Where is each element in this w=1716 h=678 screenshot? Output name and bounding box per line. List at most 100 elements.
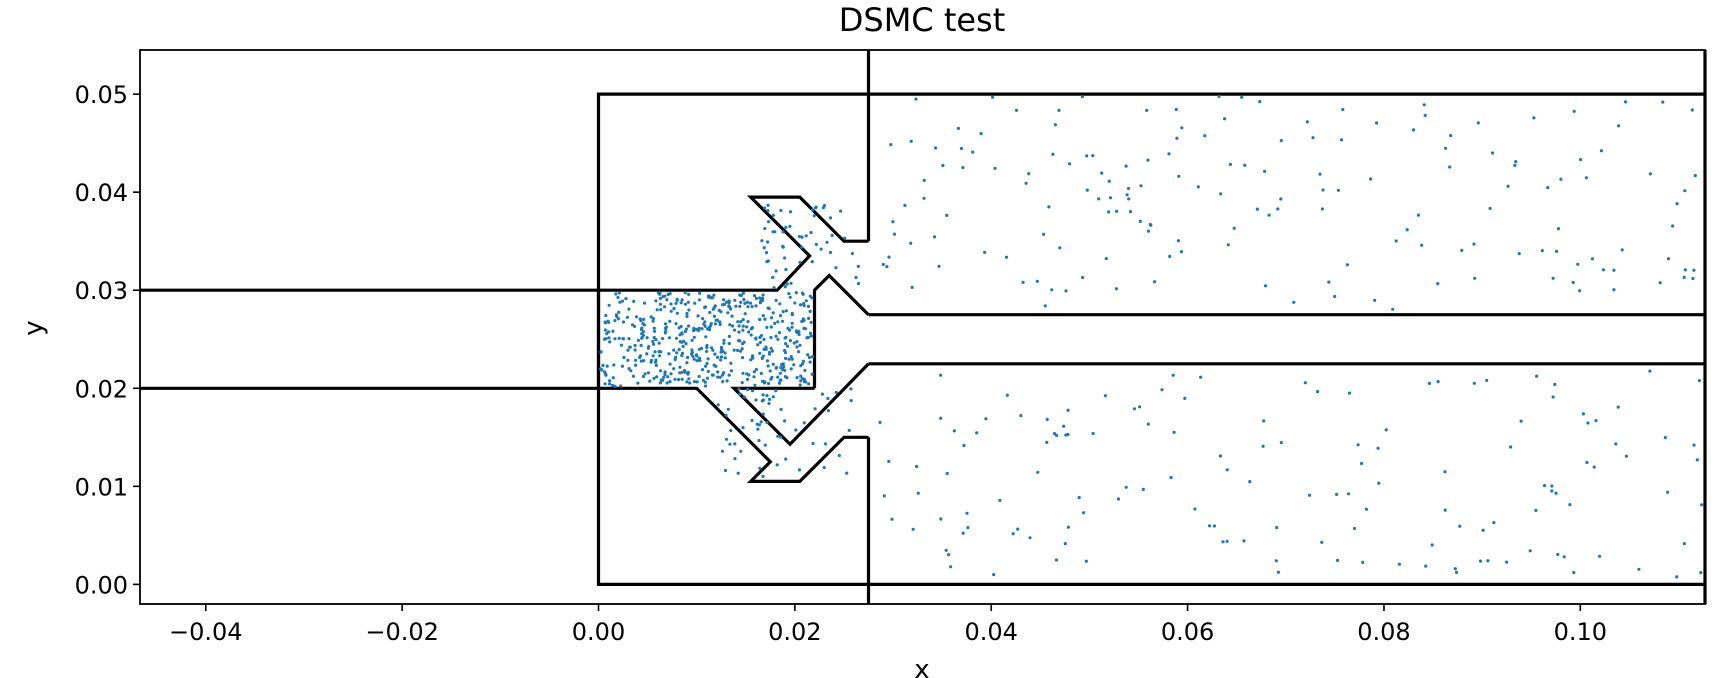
particle bbox=[649, 315, 653, 319]
particle bbox=[704, 364, 708, 368]
particle bbox=[1416, 213, 1421, 217]
particle bbox=[740, 381, 744, 385]
particle bbox=[720, 449, 725, 453]
particle bbox=[1601, 268, 1605, 272]
particle bbox=[752, 370, 756, 374]
particle bbox=[682, 368, 687, 373]
particle bbox=[683, 291, 687, 295]
particle bbox=[1258, 100, 1262, 104]
particle bbox=[790, 321, 794, 325]
particle bbox=[1476, 121, 1480, 125]
particle bbox=[1699, 571, 1703, 575]
particle bbox=[730, 314, 734, 318]
particle bbox=[979, 132, 983, 136]
particle bbox=[761, 293, 765, 297]
particle bbox=[677, 378, 681, 382]
particle bbox=[1045, 417, 1049, 421]
particle bbox=[1091, 431, 1095, 436]
particle bbox=[1423, 113, 1427, 117]
particle bbox=[1261, 444, 1265, 448]
particle bbox=[738, 392, 742, 396]
particle bbox=[642, 317, 646, 321]
particle bbox=[674, 322, 678, 326]
particle bbox=[947, 553, 951, 557]
particle bbox=[629, 369, 633, 373]
particle bbox=[759, 297, 763, 301]
particle bbox=[1556, 552, 1560, 557]
particle bbox=[657, 354, 662, 358]
particle bbox=[745, 377, 750, 381]
particle bbox=[1016, 527, 1020, 531]
particle bbox=[741, 371, 745, 375]
particle bbox=[765, 325, 769, 329]
particle bbox=[672, 306, 676, 311]
y-tick-label: 0.02 bbox=[75, 375, 128, 403]
particle bbox=[941, 163, 945, 168]
particle bbox=[1275, 526, 1279, 530]
particle bbox=[1091, 154, 1095, 158]
particle bbox=[642, 359, 646, 363]
particle bbox=[750, 418, 754, 423]
particle bbox=[1107, 179, 1111, 183]
particle bbox=[810, 260, 814, 264]
particle bbox=[776, 375, 780, 379]
particle bbox=[739, 293, 744, 297]
particle bbox=[828, 216, 833, 220]
particle bbox=[1311, 136, 1315, 140]
particle bbox=[1592, 465, 1596, 469]
particle bbox=[740, 356, 745, 360]
particle bbox=[1420, 243, 1424, 247]
particle bbox=[1534, 508, 1538, 512]
particle bbox=[743, 312, 747, 316]
wall-lower-nozzle-wall bbox=[598, 386, 869, 483]
particle bbox=[1449, 134, 1453, 138]
particle bbox=[776, 434, 780, 438]
particle bbox=[1666, 257, 1671, 261]
particle bbox=[932, 235, 937, 239]
particle bbox=[1528, 549, 1532, 553]
particle bbox=[624, 297, 628, 301]
particle bbox=[663, 372, 667, 377]
particle bbox=[641, 322, 645, 326]
particle bbox=[737, 387, 741, 391]
particle bbox=[669, 372, 673, 376]
particle bbox=[1027, 172, 1031, 176]
particle bbox=[1327, 280, 1331, 284]
particle bbox=[790, 325, 794, 329]
particle bbox=[739, 300, 743, 304]
particle bbox=[599, 367, 603, 371]
particle bbox=[669, 309, 673, 313]
particle bbox=[617, 336, 621, 340]
particle bbox=[1145, 108, 1149, 112]
particle bbox=[665, 298, 669, 302]
particle bbox=[745, 325, 749, 329]
particle bbox=[727, 373, 731, 377]
particles-layer bbox=[599, 94, 1704, 579]
particle bbox=[789, 367, 793, 371]
particle bbox=[808, 309, 812, 313]
particle bbox=[677, 348, 681, 352]
particle bbox=[627, 367, 631, 371]
particle bbox=[1320, 207, 1324, 211]
particle bbox=[761, 398, 766, 402]
particle bbox=[799, 379, 803, 383]
particle bbox=[830, 233, 834, 237]
particle bbox=[639, 359, 643, 363]
particle bbox=[659, 308, 663, 312]
y-axis-label: y bbox=[19, 320, 49, 335]
particle bbox=[825, 240, 829, 244]
particle bbox=[1028, 536, 1032, 540]
particle bbox=[1175, 136, 1179, 140]
particle bbox=[772, 286, 776, 290]
particle bbox=[642, 301, 647, 305]
particle bbox=[729, 361, 733, 365]
particle bbox=[1562, 555, 1566, 559]
particle bbox=[613, 319, 617, 323]
particle bbox=[759, 420, 763, 424]
particle bbox=[759, 371, 764, 375]
particle bbox=[1169, 475, 1173, 480]
particle bbox=[802, 377, 807, 381]
particle bbox=[603, 382, 607, 386]
particle bbox=[789, 281, 793, 285]
particle bbox=[647, 344, 651, 349]
